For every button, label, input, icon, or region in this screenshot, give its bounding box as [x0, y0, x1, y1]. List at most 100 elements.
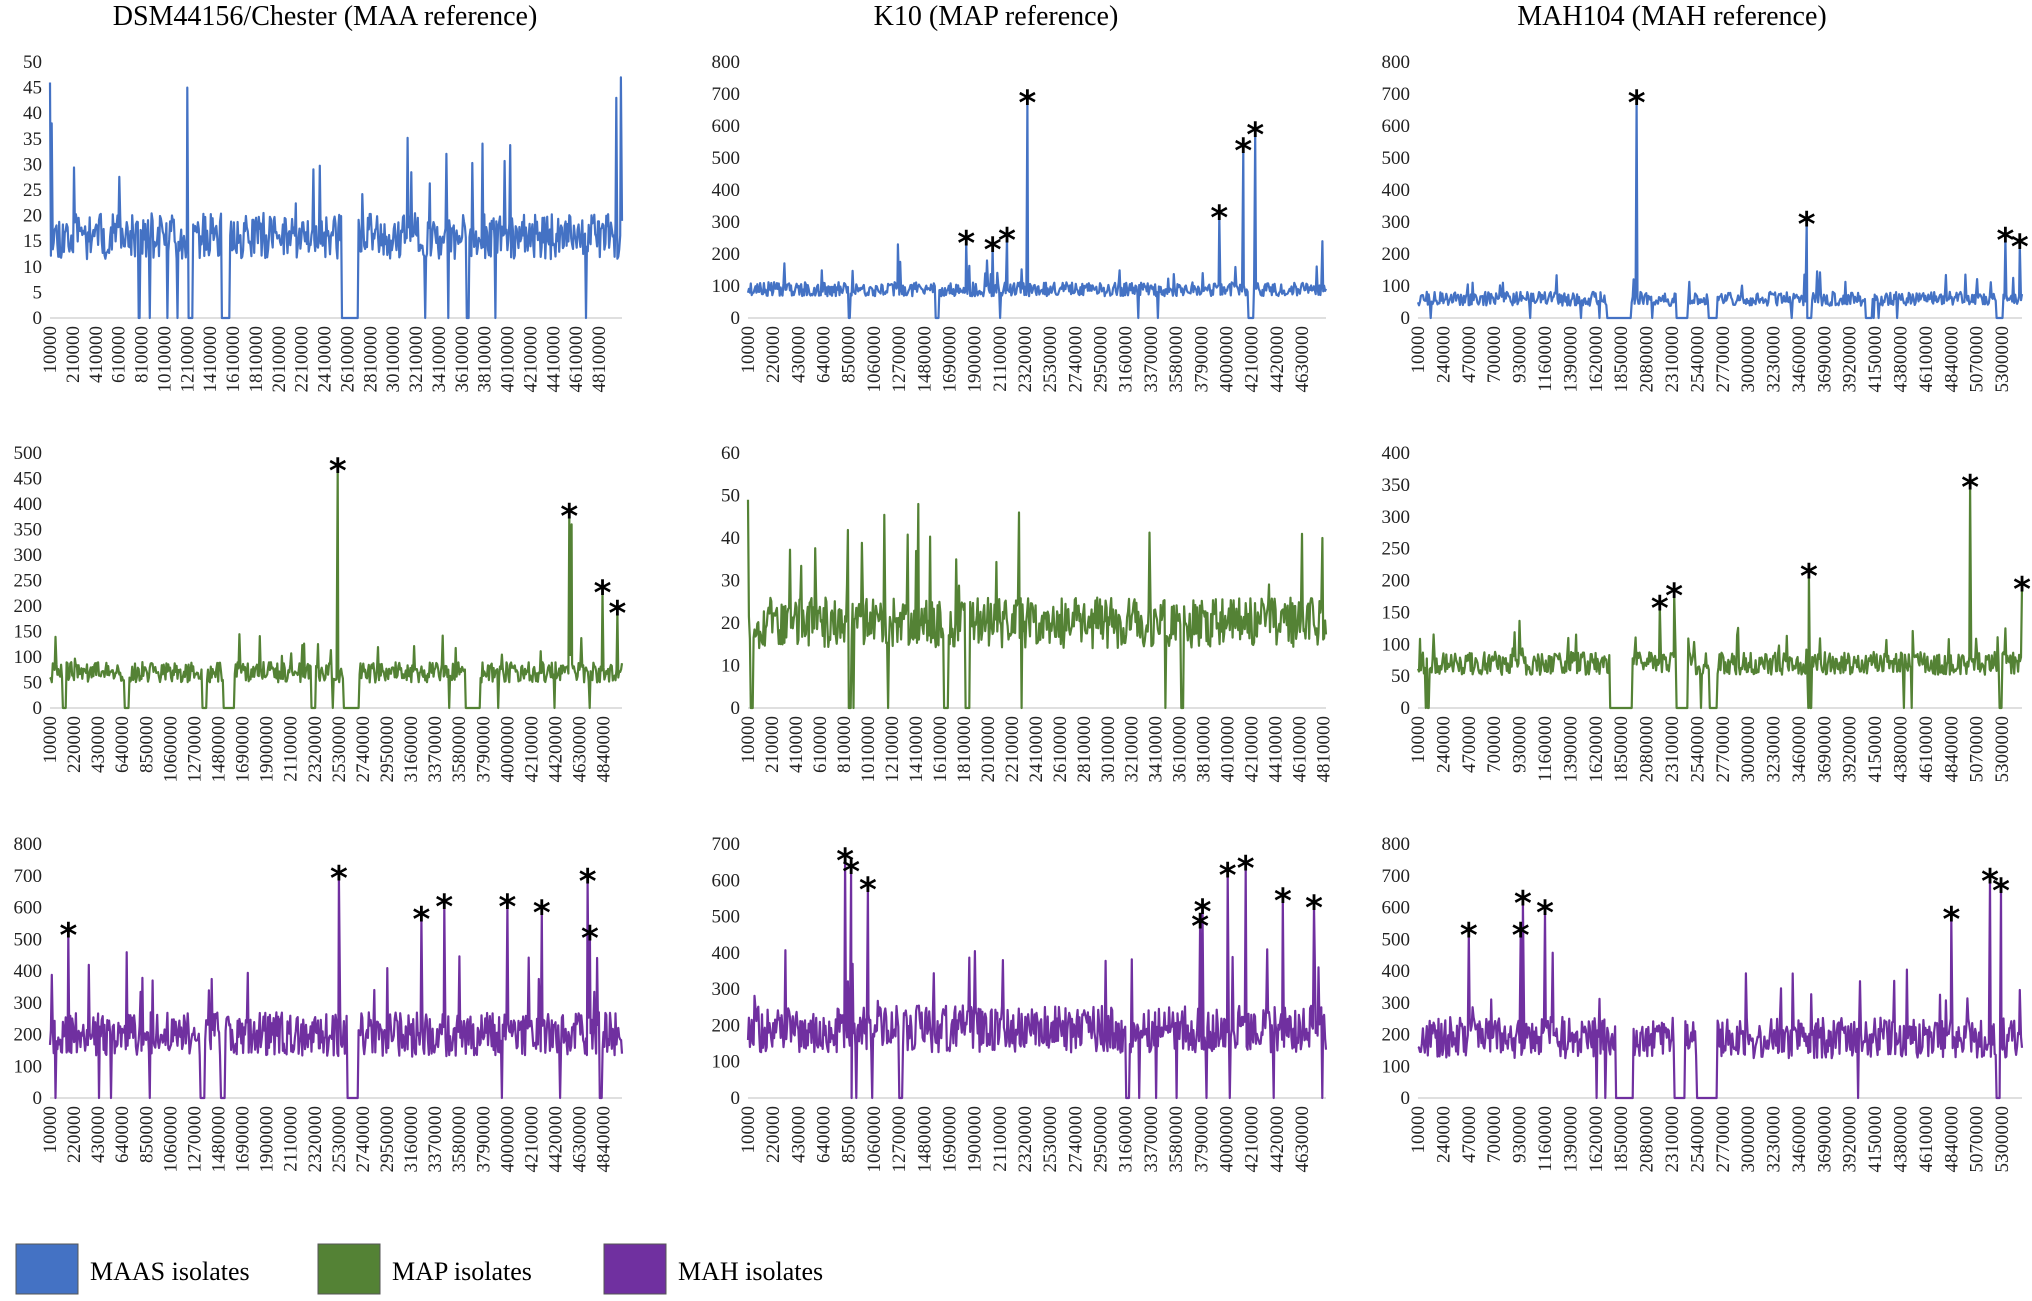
x-tick-label: 850000 — [839, 326, 860, 383]
y-tick-label: 150 — [14, 622, 43, 643]
x-tick-label: 2530000 — [1040, 1106, 1061, 1173]
x-tick-label: 4630000 — [1292, 326, 1313, 393]
y-tick-label: 100 — [1382, 276, 1411, 297]
x-tick-label: 1270000 — [889, 326, 910, 393]
x-tick-label: 3810000 — [1194, 716, 1215, 783]
y-tick-label: 800 — [1382, 52, 1411, 73]
x-tick-label: 430000 — [88, 1106, 109, 1163]
y-tick-label: 150 — [1382, 602, 1411, 623]
x-tick-label: 1480000 — [914, 1106, 935, 1173]
x-tick-label: 5070000 — [1967, 326, 1988, 393]
x-tick-label: 1850000 — [1611, 716, 1632, 783]
y-tick-label: 100 — [1382, 1056, 1411, 1077]
x-tick-label: 2770000 — [1713, 1106, 1734, 1173]
x-tick-label: 4380000 — [1891, 716, 1912, 783]
x-tick-label: 4000000 — [1216, 326, 1237, 393]
x-tick-label: 4810000 — [589, 326, 610, 393]
column-title-map: K10 (MAP reference) — [874, 1, 1119, 32]
x-tick-label: 2950000 — [377, 716, 398, 783]
y-tick-label: 250 — [14, 571, 43, 592]
significance-star: * — [1019, 83, 1037, 123]
x-tick-label: 3790000 — [1191, 326, 1212, 393]
x-tick-label: 1060000 — [160, 716, 181, 783]
x-tick-label: 2540000 — [1687, 716, 1708, 783]
x-tick-label: 5300000 — [1992, 716, 2013, 783]
y-tick-label: 0 — [33, 1088, 43, 1109]
significance-star: * — [1460, 916, 1478, 956]
x-tick-label: 240000 — [1433, 326, 1454, 383]
x-tick-label: 220000 — [763, 326, 784, 383]
significance-star: * — [413, 900, 431, 940]
x-tick-label: 2770000 — [1713, 326, 1734, 393]
significance-star: * — [1628, 83, 1646, 123]
x-tick-label: 3010000 — [383, 326, 404, 393]
x-tick-label: 640000 — [112, 1106, 133, 1163]
x-tick-label: 470000 — [1459, 1106, 1480, 1163]
significance-star: * — [560, 497, 578, 537]
y-tick-label: 200 — [712, 1015, 741, 1036]
significance-star: * — [533, 894, 551, 934]
y-tick-label: 200 — [14, 1025, 43, 1046]
x-tick-label: 3210000 — [1122, 716, 1143, 783]
x-tick-label: 5300000 — [1992, 326, 2013, 393]
y-tick-label: 500 — [712, 907, 741, 928]
y-tick-label: 100 — [14, 647, 43, 668]
x-tick-label: 10000 — [40, 1106, 61, 1154]
x-tick-label: 1480000 — [914, 326, 935, 393]
x-tick-label: 2010000 — [978, 716, 999, 783]
x-tick-label: 2770000 — [1713, 716, 1734, 783]
x-tick-label: 4810000 — [1314, 716, 1335, 783]
series-line — [746, 99, 1328, 320]
x-tick-label: 3790000 — [473, 1106, 494, 1173]
x-tick-label: 3920000 — [1840, 716, 1861, 783]
x-tick-label: 2540000 — [1687, 1106, 1708, 1173]
legend-label-maas: MAAS isolates — [90, 1257, 250, 1286]
x-tick-label: 1010000 — [154, 326, 175, 393]
x-tick-label: 1850000 — [1611, 326, 1632, 393]
y-tick-label: 60 — [721, 443, 740, 464]
x-tick-label: 5070000 — [1967, 1106, 1988, 1173]
x-tick-label: 2080000 — [1637, 326, 1658, 393]
x-tick-label: 2110000 — [281, 716, 302, 782]
x-tick-label: 220000 — [763, 1106, 784, 1163]
y-tick-label: 30 — [23, 154, 42, 175]
significance-star: * — [1234, 131, 1252, 171]
x-tick-label: 4420000 — [546, 716, 567, 783]
significance-star: * — [330, 859, 348, 899]
y-tick-label: 600 — [712, 116, 741, 137]
x-tick-label: 4630000 — [1292, 1106, 1313, 1173]
y-tick-label: 100 — [14, 1056, 43, 1077]
x-tick-label: 5300000 — [1992, 1106, 2013, 1173]
x-tick-label: 4210000 — [1242, 716, 1263, 783]
y-tick-label: 0 — [731, 308, 741, 329]
series-line — [48, 76, 624, 320]
x-tick-label: 1160000 — [1535, 716, 1556, 782]
x-tick-label: 470000 — [1459, 716, 1480, 773]
y-tick-label: 400 — [712, 180, 741, 201]
x-tick-label: 2610000 — [1050, 716, 1071, 783]
x-tick-label: 2080000 — [1637, 716, 1658, 783]
x-tick-label: 4630000 — [570, 716, 591, 783]
x-tick-label: 3370000 — [1141, 1106, 1162, 1173]
chart-panel-7: 0 100 200 300 400 500 600 700 800 10000 220000 4300… — [14, 834, 624, 1173]
x-tick-label: 1810000 — [246, 326, 267, 393]
x-tick-label: 4610000 — [1916, 716, 1937, 783]
x-tick-label: 1410000 — [200, 326, 221, 393]
significance-star: * — [1246, 115, 1264, 155]
x-tick-label: 3230000 — [1764, 716, 1785, 783]
x-tick-label: 850000 — [136, 716, 157, 773]
x-tick-label: 930000 — [1510, 326, 1531, 383]
x-tick-label: 930000 — [1510, 716, 1531, 773]
x-tick-label: 3460000 — [1789, 326, 1810, 393]
x-tick-label: 1390000 — [1560, 326, 1581, 393]
chart-panel-8: 0 100 200 300 400 500 600 700 10000 220000 430000 6… — [712, 834, 1328, 1173]
x-tick-label: 3460000 — [1789, 1106, 1810, 1173]
x-tick-label: 1690000 — [939, 1106, 960, 1173]
x-tick-label: 2530000 — [1040, 326, 1061, 393]
chart-panel-6: 0 50 100 150 200 250 300 350 400 10000 240000 47000… — [1382, 443, 2032, 783]
x-tick-label: 3230000 — [1764, 326, 1785, 393]
significance-star: * — [59, 916, 77, 956]
significance-star: * — [1997, 221, 2015, 261]
significance-star: * — [1992, 871, 2010, 911]
significance-star: * — [581, 919, 599, 959]
